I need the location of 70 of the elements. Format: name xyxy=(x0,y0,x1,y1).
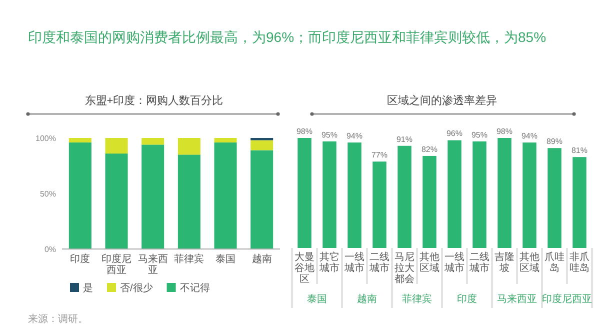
data-label: 94% xyxy=(521,131,538,140)
bar xyxy=(105,154,128,249)
bar xyxy=(214,142,237,249)
text: 印度尼西亚 xyxy=(542,293,592,305)
x-tick-label: 菲律宾 xyxy=(174,253,204,265)
x-tick-label: 越南 xyxy=(252,253,272,265)
data-label: 89% xyxy=(546,137,563,146)
x-tick-label: 其他区域 xyxy=(520,251,540,274)
bar xyxy=(398,146,412,248)
text: 马来西亚 xyxy=(497,293,537,305)
bar xyxy=(572,157,586,248)
bar xyxy=(448,140,462,248)
data-label: 82% xyxy=(421,144,438,154)
bar xyxy=(472,141,486,248)
chart-title: 区域之间的渗透率差异 xyxy=(387,94,497,107)
bar xyxy=(348,142,362,248)
bar xyxy=(250,140,274,150)
chart-title: 印度和泰国的网购消费者比例最高，为96%；而印度尼西亚和菲律宾则较低，为85% xyxy=(28,29,546,45)
x-tick-label: 一线城市 xyxy=(444,251,464,274)
text: 印度 xyxy=(457,293,477,305)
x-tick-label: 印度尼西亚 xyxy=(102,253,132,276)
x-tick-label: 一线城市 xyxy=(344,251,364,274)
bar xyxy=(105,138,128,154)
data-label: 81% xyxy=(571,146,588,156)
x-tick-label: 二线城市 xyxy=(368,251,390,274)
bar xyxy=(142,138,164,145)
x-tick-label: 马来西亚 xyxy=(138,253,168,276)
bar xyxy=(372,162,386,248)
legend-label: 不记得 xyxy=(180,282,210,294)
legend-label: 是 xyxy=(83,283,93,294)
y-tick-label: 0% xyxy=(44,245,56,254)
data-label: 95% xyxy=(471,130,488,140)
x-tick-label: 非爪哇岛 xyxy=(570,251,590,274)
bar xyxy=(522,142,536,248)
y-tick-label: 50% xyxy=(40,190,56,198)
x-tick-label: 爪哇岛 xyxy=(544,251,564,274)
bar xyxy=(68,142,92,249)
data-label: 91% xyxy=(396,134,413,144)
y-tick-label: 100% xyxy=(36,134,56,143)
data-label: 94% xyxy=(346,131,363,140)
x-tick-label: 印度 xyxy=(70,253,90,265)
bar xyxy=(298,138,312,248)
data-label: 98% xyxy=(296,127,313,136)
bar xyxy=(250,150,274,249)
legend-label: 否/很少 xyxy=(120,282,153,294)
bar xyxy=(142,144,164,249)
text: 菲律宾 xyxy=(402,293,432,305)
x-tick-label: 其它城市 xyxy=(318,251,340,274)
source-note: 来源：调研。 xyxy=(28,313,88,325)
bar xyxy=(548,148,562,248)
bar xyxy=(68,138,92,142)
x-tick-label: 吉隆坡 xyxy=(494,251,514,274)
bar xyxy=(178,154,200,249)
chart-subtitle: 东盟+印度：网购人数百分比 xyxy=(84,94,224,107)
x-tick-label: 泰国 xyxy=(216,254,236,265)
bar xyxy=(178,138,200,155)
x-tick-label: 二线城市 xyxy=(468,251,490,274)
bar xyxy=(422,156,436,248)
data-label: 77% xyxy=(371,150,388,160)
data-label: 98% xyxy=(496,127,513,136)
bar xyxy=(322,141,336,248)
text: 越南 xyxy=(357,293,377,305)
data-label: 96% xyxy=(446,129,463,138)
x-tick-label: 马尼拉大都会 xyxy=(394,252,414,285)
data-label: 95% xyxy=(321,130,338,140)
bar xyxy=(214,138,237,142)
x-tick-label: 大曼谷地区 xyxy=(294,251,314,285)
text: 泰国 xyxy=(307,294,327,305)
x-tick-label: 其他区域 xyxy=(420,251,440,274)
bar xyxy=(498,138,512,248)
